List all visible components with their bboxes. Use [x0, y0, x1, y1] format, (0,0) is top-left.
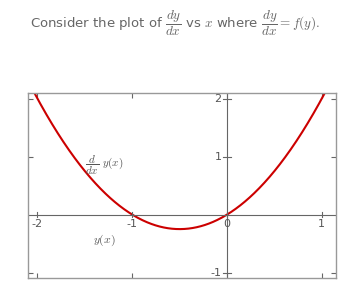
Text: 2: 2	[214, 94, 221, 104]
Text: 0: 0	[224, 219, 231, 229]
Text: Consider the plot of $\dfrac{dy}{dx}$ vs $x$ where $\dfrac{dy}{dx} = f(y).$: Consider the plot of $\dfrac{dy}{dx}$ vs…	[30, 9, 320, 38]
Text: -1: -1	[210, 268, 221, 278]
Text: $\dfrac{d}{dx}$ $y(x)$: $\dfrac{d}{dx}$ $y(x)$	[85, 154, 123, 177]
Text: 1: 1	[214, 152, 221, 162]
Text: 1: 1	[318, 219, 325, 229]
Text: -2: -2	[32, 219, 43, 229]
Text: -1: -1	[127, 219, 138, 229]
Text: $y(x)$: $y(x)$	[92, 233, 115, 248]
